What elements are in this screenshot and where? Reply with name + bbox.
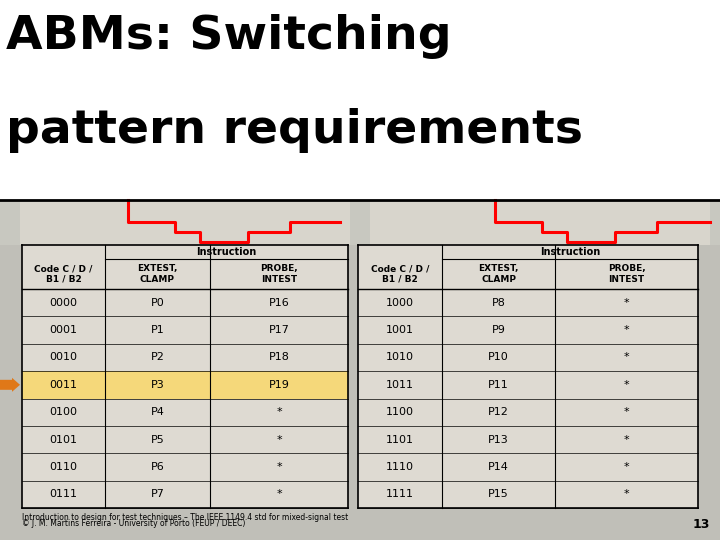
Text: 0001: 0001 [50,325,78,335]
Text: P15: P15 [488,489,509,500]
Text: Instruction: Instruction [540,247,600,257]
Text: Code C / D /
B1 / B2: Code C / D / B1 / B2 [35,264,93,284]
Text: P1: P1 [150,325,164,335]
Text: P18: P18 [269,353,289,362]
Text: 1110: 1110 [386,462,414,472]
Text: P7: P7 [150,489,164,500]
Text: 0000: 0000 [50,298,78,308]
Text: *: * [624,325,629,335]
Text: P17: P17 [269,325,289,335]
Text: pattern requirements: pattern requirements [6,108,583,153]
Text: P6: P6 [150,462,164,472]
Bar [0,0,720,202]
Text: 0100: 0100 [50,407,78,417]
Bar [370,200,710,245]
Text: *: * [276,489,282,500]
Text: P9: P9 [492,325,505,335]
Text: 1111: 1111 [386,489,414,500]
Bar [358,245,698,508]
Text: *: * [624,435,629,444]
Bar [22,371,348,399]
Text: EXTEST,
CLAMP: EXTEST, CLAMP [138,264,178,284]
Text: PROBE,
INTEST: PROBE, INTEST [260,264,298,284]
Text: P10: P10 [488,353,509,362]
FancyArrow shape [0,378,20,392]
Text: P14: P14 [488,462,509,472]
Text: Code C / D /
B1 / B2: Code C / D / B1 / B2 [371,264,429,284]
Text: 0110: 0110 [50,462,78,472]
Text: 0010: 0010 [50,353,78,362]
Text: *: * [276,462,282,472]
Text: P8: P8 [492,298,505,308]
Text: P16: P16 [269,298,289,308]
Text: 1100: 1100 [386,407,414,417]
Bar [0,200,720,245]
Text: P5: P5 [150,435,164,444]
Text: P11: P11 [488,380,509,390]
Text: P4: P4 [150,407,164,417]
Text: P3: P3 [150,380,164,390]
Text: 0011: 0011 [50,380,78,390]
Text: P12: P12 [488,407,509,417]
Text: 0101: 0101 [50,435,78,444]
Text: 1001: 1001 [386,325,414,335]
Text: © J. M. Martins Ferreira - University of Porto (FEUP / DEEC): © J. M. Martins Ferreira - University of… [22,519,246,528]
Bar [20,200,350,245]
Text: *: * [624,407,629,417]
Text: 0111: 0111 [50,489,78,500]
Text: P19: P19 [269,380,289,390]
Text: 1000: 1000 [386,298,414,308]
Text: P13: P13 [488,435,509,444]
Text: 1101: 1101 [386,435,414,444]
Text: P0: P0 [150,298,164,308]
Text: 1011: 1011 [386,380,414,390]
Text: 1010: 1010 [386,353,414,362]
Text: *: * [624,462,629,472]
Text: *: * [624,353,629,362]
Bar [22,245,348,508]
Text: Introduction to design for test techniques – The IEEE 1149.4 std for mixed-signa: Introduction to design for test techniqu… [22,513,348,522]
Text: Instruction: Instruction [197,247,256,257]
Text: PROBE,
INTEST: PROBE, INTEST [608,264,645,284]
Text: EXTEST,
CLAMP: EXTEST, CLAMP [478,264,518,284]
Text: *: * [624,489,629,500]
Text: 13: 13 [693,518,710,531]
Text: *: * [276,407,282,417]
Text: *: * [276,435,282,444]
Text: ABMs: Switching: ABMs: Switching [6,14,451,59]
Text: *: * [624,298,629,308]
Text: P2: P2 [150,353,164,362]
Text: *: * [624,380,629,390]
